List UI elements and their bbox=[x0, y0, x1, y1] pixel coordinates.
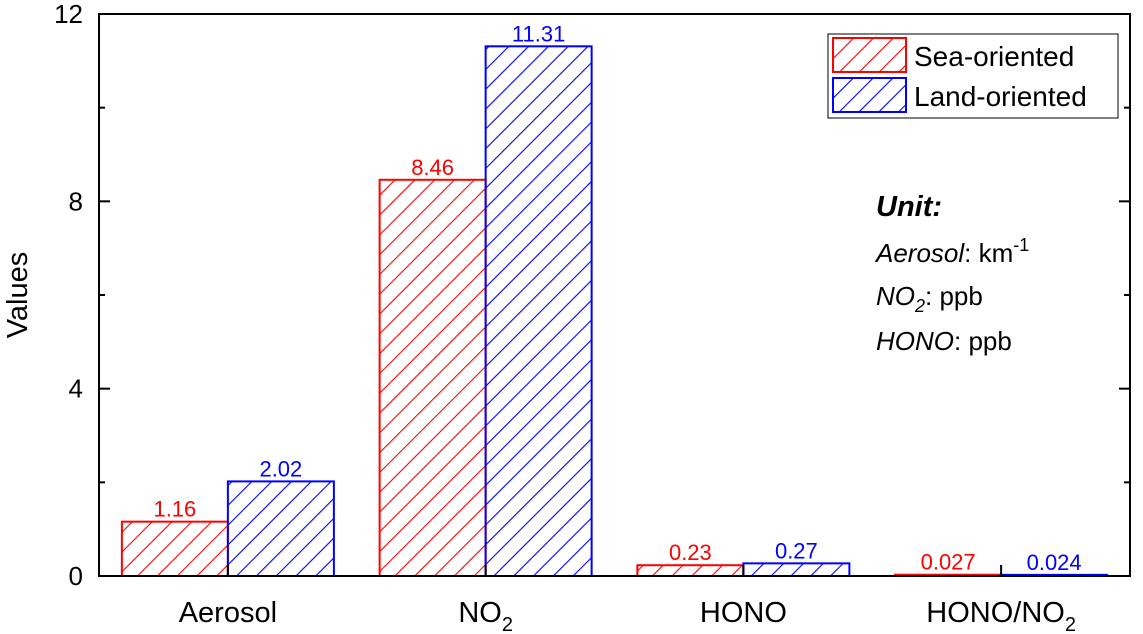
data-label-sea-oriented-3: 0.027 bbox=[921, 550, 976, 575]
legend-swatch-land-oriented bbox=[832, 77, 907, 113]
legend: Sea-oriented Land-oriented bbox=[827, 33, 1119, 119]
legend-label: Sea-oriented bbox=[914, 41, 1074, 72]
bar-land-oriented-2 bbox=[742, 562, 851, 577]
data-label-sea-oriented-1: 8.46 bbox=[411, 155, 454, 180]
data-label-land-oriented-2: 0.27 bbox=[775, 538, 818, 563]
x-tick-label: HONO bbox=[700, 597, 787, 629]
unit-annotation-line: Aerosol: km-1 bbox=[874, 235, 1029, 268]
data-label-land-oriented-3: 0.024 bbox=[1027, 550, 1082, 575]
unit-annotation: Unit: Aerosol: km-1 NO2: ppb HONO: ppb bbox=[874, 191, 1029, 356]
x-tick-label: HONO/NO2 bbox=[926, 597, 1076, 634]
data-label-sea-oriented-2: 0.23 bbox=[669, 540, 712, 565]
bar-sea-oriented-2 bbox=[636, 564, 745, 577]
bar-sea-oriented-1 bbox=[378, 178, 487, 577]
unit-annotation-title: Unit: bbox=[876, 191, 942, 223]
y-tick-label: 0 bbox=[69, 561, 83, 591]
unit-annotation-line: HONO: ppb bbox=[876, 326, 1012, 356]
y-tick-label: 4 bbox=[69, 374, 83, 404]
bar-land-oriented-1 bbox=[484, 45, 593, 577]
legend-swatch-sea-oriented bbox=[832, 37, 907, 73]
bar-sea-oriented-0 bbox=[120, 520, 229, 578]
y-axis-title: Values bbox=[2, 252, 34, 339]
unit-annotation-line: NO2: ppb bbox=[876, 281, 983, 316]
data-label-land-oriented-1: 11.31 bbox=[512, 21, 565, 46]
data-label-sea-oriented-0: 1.16 bbox=[153, 497, 196, 522]
legend-label: Land-oriented bbox=[914, 81, 1087, 112]
x-tick-label: NO2 bbox=[458, 597, 513, 634]
y-tick-label: 12 bbox=[54, 0, 83, 29]
x-tick-label: Aerosol bbox=[179, 597, 277, 629]
data-label-land-oriented-0: 2.02 bbox=[259, 456, 302, 481]
y-tick-label: 8 bbox=[69, 186, 83, 216]
bar-land-oriented-0 bbox=[226, 480, 335, 577]
